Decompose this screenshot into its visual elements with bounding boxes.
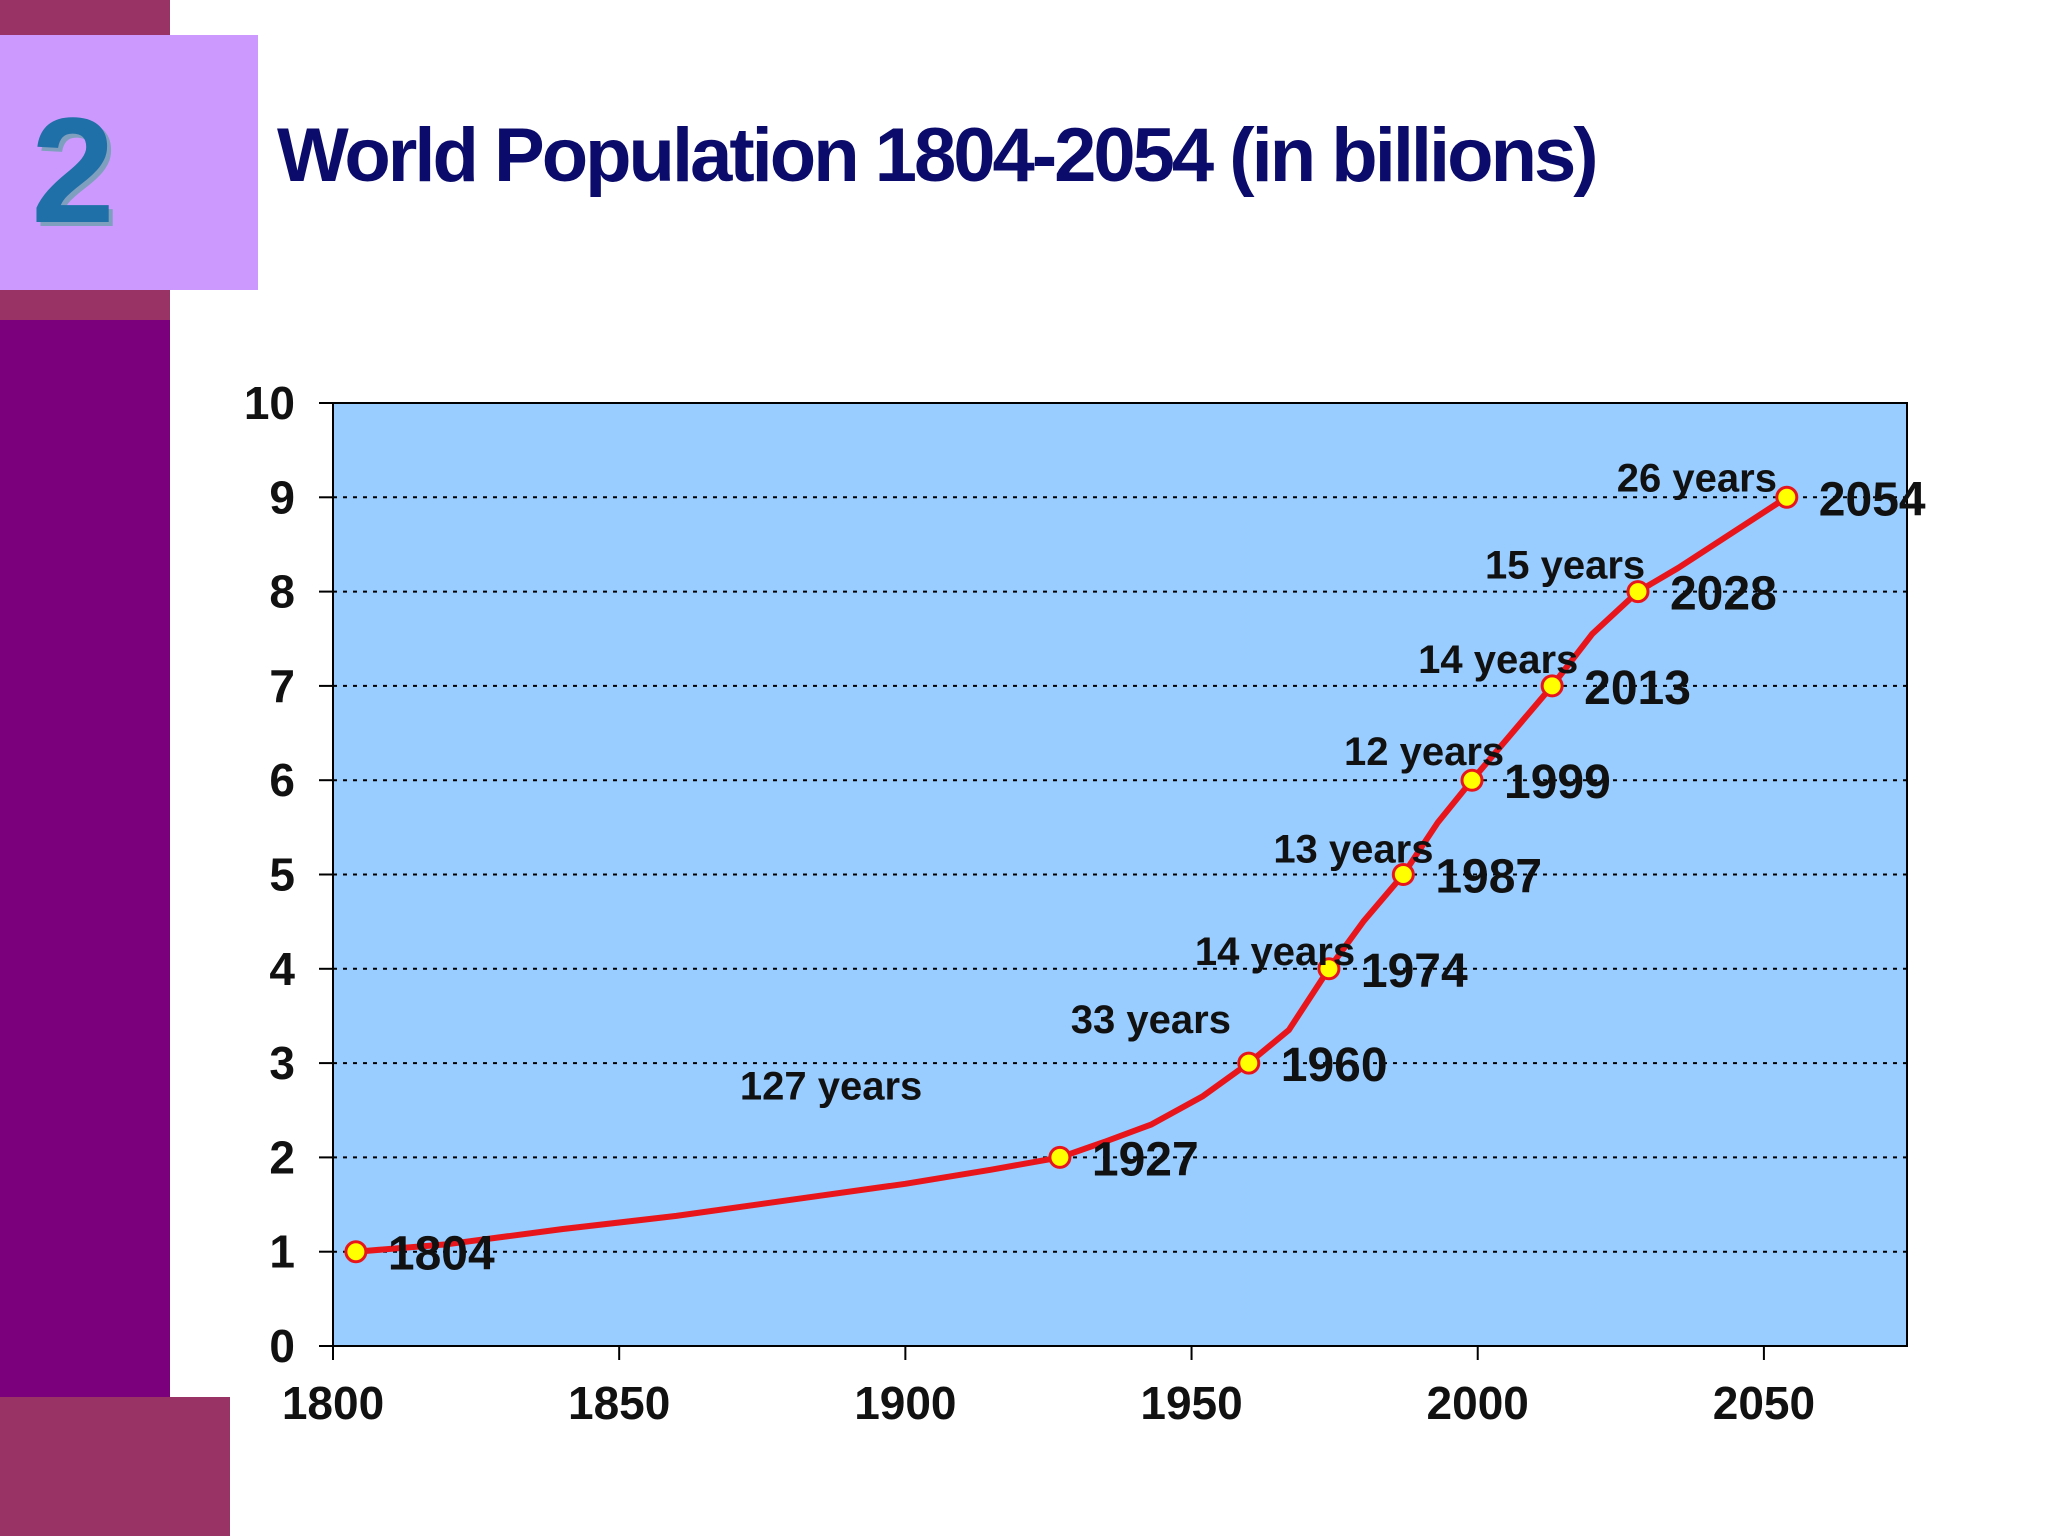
year-label: 1999 xyxy=(1504,756,1611,809)
interval-label: 127 years xyxy=(740,1064,922,1108)
y-tick-label: 7 xyxy=(269,660,295,712)
y-tick-label: 10 xyxy=(244,377,295,429)
x-tick-label: 1800 xyxy=(282,1377,384,1429)
plot-area xyxy=(332,402,1908,1347)
interval-label: 14 years xyxy=(1418,638,1578,682)
x-tick-label: 1950 xyxy=(1140,1377,1242,1429)
x-tick-label: 2000 xyxy=(1427,1377,1529,1429)
x-tick-label: 1900 xyxy=(854,1377,956,1429)
interval-label: 33 years xyxy=(1071,998,1231,1042)
year-label: 1987 xyxy=(1435,851,1542,904)
interval-label: 26 years xyxy=(1617,456,1777,500)
year-label: 2028 xyxy=(1670,568,1777,621)
data-point-marker xyxy=(1626,580,1650,604)
interval-label: 13 years xyxy=(1273,828,1433,872)
year-label: 1974 xyxy=(1361,945,1468,998)
y-tick-label: 1 xyxy=(269,1226,295,1278)
data-point-marker xyxy=(1237,1051,1261,1075)
data-point-marker xyxy=(1775,485,1799,509)
bottom-accent-block xyxy=(0,1397,230,1536)
interval-label: 14 years xyxy=(1195,930,1355,974)
year-label: 1927 xyxy=(1092,1133,1199,1186)
x-tick-label: 2050 xyxy=(1713,1377,1815,1429)
data-point-marker xyxy=(1391,863,1415,886)
data-point-marker xyxy=(1460,768,1484,792)
y-tick-label: 4 xyxy=(269,943,295,995)
interval-label: 15 years xyxy=(1485,544,1645,588)
data-point-marker xyxy=(1048,1145,1072,1169)
data-point-marker xyxy=(344,1240,368,1264)
year-label: 1804 xyxy=(388,1228,495,1281)
y-tick-label: 6 xyxy=(269,754,295,806)
slide-number: 2 xyxy=(31,86,115,254)
y-tick-label: 8 xyxy=(269,566,295,618)
y-tick-label: 3 xyxy=(269,1037,295,1089)
y-tick-label: 0 xyxy=(269,1320,295,1372)
data-point-marker xyxy=(1317,957,1341,981)
year-label: 2054 xyxy=(1819,473,1926,526)
y-tick-label: 5 xyxy=(269,849,295,901)
x-tick-label: 1850 xyxy=(568,1377,670,1429)
year-label: 2013 xyxy=(1584,662,1691,715)
interval-label: 12 years xyxy=(1344,730,1504,774)
y-tick-label: 2 xyxy=(269,1131,295,1183)
page-title: World Population 1804-2054 (in billions) xyxy=(277,113,1599,198)
y-tick-label: 9 xyxy=(269,471,295,523)
year-label: 1960 xyxy=(1281,1039,1388,1092)
slide-number-badge: 2 xyxy=(0,35,258,290)
data-point-marker xyxy=(1540,674,1564,698)
